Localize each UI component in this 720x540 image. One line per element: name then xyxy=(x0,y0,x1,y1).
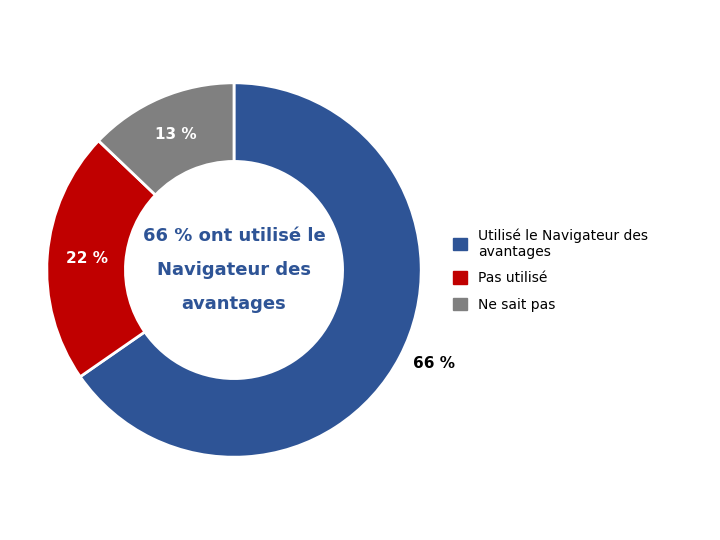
Text: Navigateur des: Navigateur des xyxy=(157,261,311,279)
Wedge shape xyxy=(47,141,156,377)
Text: 66 % ont utilisé le: 66 % ont utilisé le xyxy=(143,227,325,245)
Text: avantages: avantages xyxy=(181,295,287,313)
Text: 13 %: 13 % xyxy=(155,126,197,141)
Wedge shape xyxy=(99,83,234,195)
Wedge shape xyxy=(80,83,421,457)
Text: 66 %: 66 % xyxy=(413,356,455,371)
Legend: Utilisé le Navigateur des
avantages, Pas utilisé, Ne sait pas: Utilisé le Navigateur des avantages, Pas… xyxy=(454,228,648,312)
Text: 22 %: 22 % xyxy=(66,251,107,266)
